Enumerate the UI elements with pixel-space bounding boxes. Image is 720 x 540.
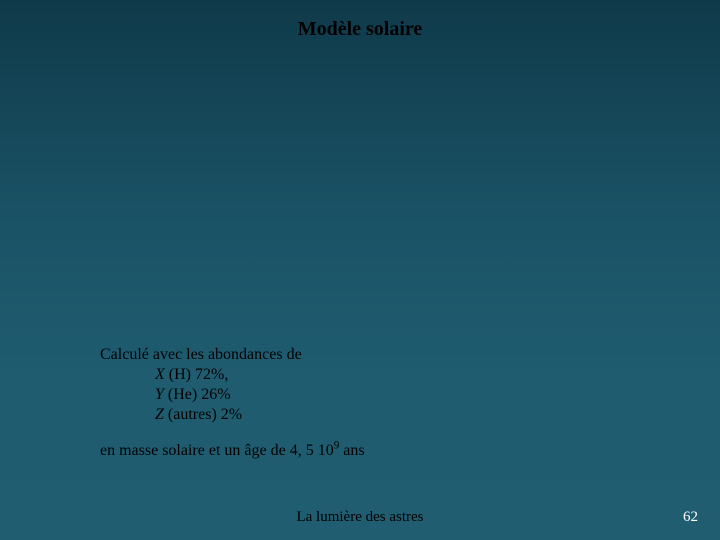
element-z: (autres): [168, 406, 217, 423]
element-y: (He): [168, 386, 197, 403]
page-number: 62: [683, 509, 698, 526]
slide-title: Modèle solaire: [0, 18, 720, 41]
value-y: 26%: [201, 386, 230, 403]
intro-line: Calculé avec les abondances de: [100, 345, 365, 365]
abundance-y: Y (He) 26%: [155, 385, 365, 405]
content-block: Calculé avec les abondances de X (H) 72%…: [100, 345, 365, 461]
symbol-x: X: [155, 366, 165, 383]
age-sentence: en masse solaire et un âge de 4, 5 109 a…: [100, 441, 365, 461]
symbol-y: Y: [155, 386, 164, 403]
value-z: 2%: [221, 406, 242, 423]
value-x: 72%,: [195, 366, 228, 383]
sentence-after: ans: [339, 442, 364, 459]
symbol-z: Z: [155, 406, 164, 423]
element-x: (H): [169, 366, 191, 383]
footer-caption: La lumière des astres: [0, 509, 720, 526]
sentence-before: en masse solaire et un âge de 4, 5 10: [100, 442, 334, 459]
abundance-z: Z (autres) 2%: [155, 405, 365, 425]
abundance-x: X (H) 72%,: [155, 365, 365, 385]
